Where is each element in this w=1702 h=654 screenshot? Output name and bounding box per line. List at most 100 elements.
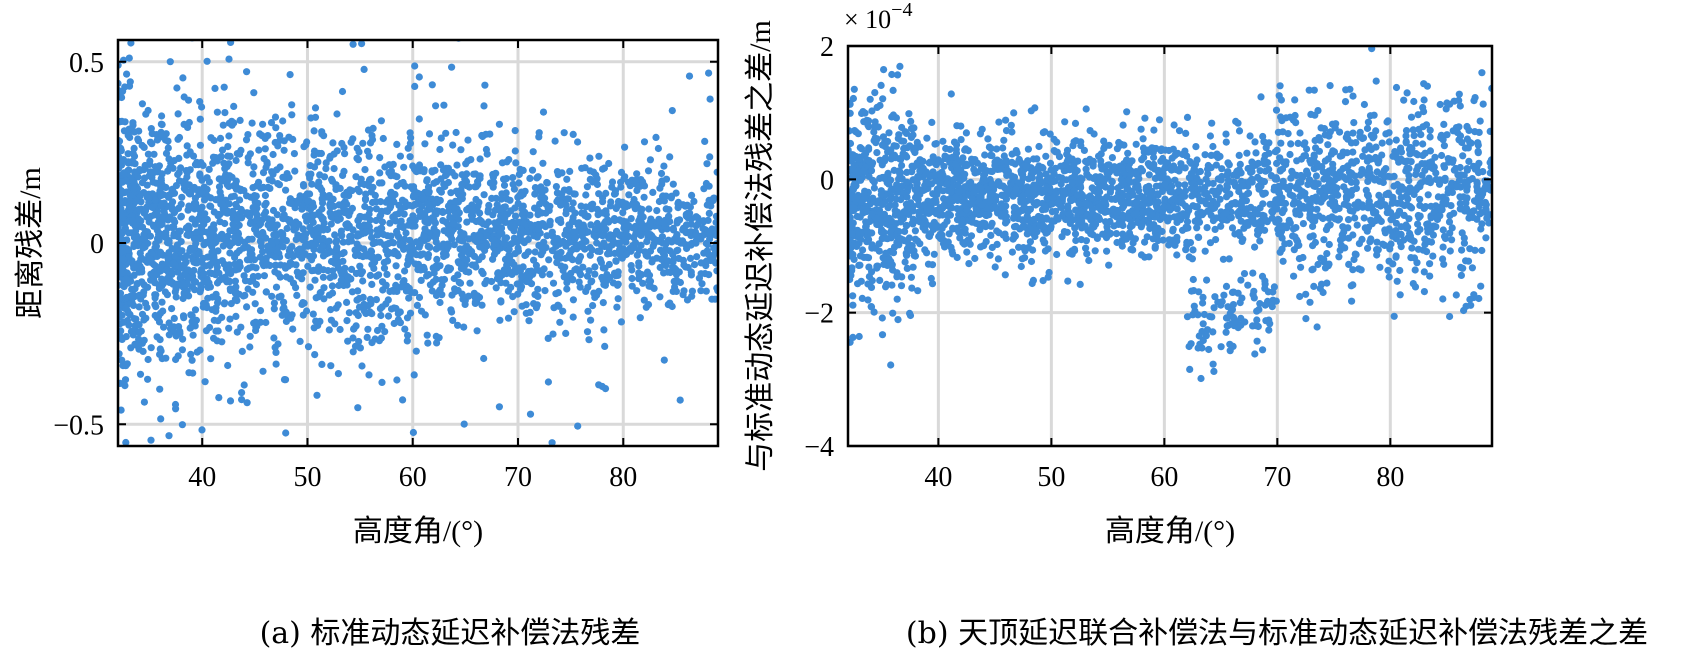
data-point	[653, 254, 661, 262]
data-point	[584, 307, 592, 315]
data-point	[695, 274, 704, 282]
data-point	[688, 191, 696, 199]
data-point	[185, 369, 193, 377]
data-point	[1455, 96, 1463, 104]
data-point	[348, 288, 356, 296]
data-point	[582, 287, 590, 295]
data-point	[147, 125, 155, 133]
data-point	[475, 198, 483, 206]
data-point	[660, 356, 668, 364]
data-point	[186, 324, 194, 332]
data-point	[129, 331, 137, 339]
data-point	[595, 381, 603, 389]
data-point	[1103, 247, 1111, 255]
data-point	[384, 312, 393, 320]
y-axis-label: 距离残差/m	[14, 167, 47, 319]
data-point	[1414, 111, 1422, 119]
data-point	[712, 218, 718, 226]
data-point	[1091, 247, 1099, 255]
data-point	[268, 292, 276, 300]
data-point	[212, 196, 220, 204]
data-point	[539, 108, 548, 116]
data-point	[530, 256, 538, 264]
data-point	[272, 348, 280, 356]
data-point	[176, 274, 184, 282]
data-point	[179, 294, 187, 303]
data-point	[446, 213, 454, 221]
data-point	[118, 248, 125, 256]
data-point	[421, 225, 429, 233]
data-point	[486, 179, 494, 187]
data-point	[146, 255, 154, 263]
data-point	[859, 246, 867, 254]
data-point	[119, 255, 128, 264]
data-point	[263, 160, 271, 168]
data-point	[601, 219, 609, 227]
data-point	[586, 251, 594, 259]
data-point	[274, 270, 282, 278]
data-point	[119, 318, 128, 326]
data-point	[332, 304, 340, 312]
data-point	[196, 141, 204, 149]
data-point	[502, 175, 510, 183]
data-point	[849, 292, 857, 300]
data-point	[619, 209, 627, 217]
data-point	[463, 218, 471, 226]
data-point	[289, 252, 297, 260]
data-point	[215, 183, 224, 191]
data-point	[292, 284, 300, 292]
data-point	[703, 160, 711, 168]
data-point	[460, 254, 468, 263]
data-point	[365, 210, 373, 218]
data-point	[367, 309, 375, 317]
data-point	[219, 121, 227, 129]
data-point	[1313, 323, 1321, 331]
data-point	[444, 225, 452, 234]
data-point	[218, 313, 226, 321]
data-point	[280, 376, 289, 384]
data-point	[158, 112, 166, 120]
data-point	[289, 135, 297, 143]
data-point	[225, 200, 233, 208]
data-point	[590, 231, 598, 240]
data-point	[618, 217, 626, 226]
data-point	[375, 179, 383, 187]
data-point	[165, 239, 173, 247]
data-point	[319, 252, 328, 260]
data-point	[1410, 97, 1418, 106]
data-point	[483, 232, 491, 240]
data-point	[374, 230, 382, 238]
data-point	[289, 325, 297, 333]
data-point	[580, 236, 588, 244]
data-point	[531, 184, 540, 192]
data-point	[224, 207, 232, 215]
data-point	[268, 240, 276, 248]
data-point	[225, 324, 233, 332]
data-point	[1119, 121, 1127, 129]
data-point	[1440, 142, 1448, 150]
data-point	[956, 234, 964, 242]
data-point	[470, 252, 479, 260]
data-point	[1455, 90, 1463, 98]
data-point	[1477, 282, 1485, 290]
data-point	[465, 292, 473, 300]
data-point	[287, 199, 295, 207]
data-point	[246, 219, 254, 228]
data-point	[428, 81, 436, 89]
data-point	[170, 216, 178, 224]
data-point	[533, 233, 541, 241]
data-point	[1002, 116, 1010, 124]
data-point	[186, 189, 194, 197]
data-point	[993, 240, 1001, 248]
data-point	[375, 271, 383, 279]
data-point	[394, 252, 402, 260]
data-point	[1362, 186, 1370, 194]
data-point	[220, 83, 228, 91]
data-point	[288, 101, 296, 109]
data-point	[911, 227, 920, 235]
data-point	[520, 219, 528, 227]
data-point	[1407, 113, 1416, 121]
data-point	[864, 296, 872, 304]
data-point	[316, 183, 324, 191]
data-point	[513, 280, 521, 288]
